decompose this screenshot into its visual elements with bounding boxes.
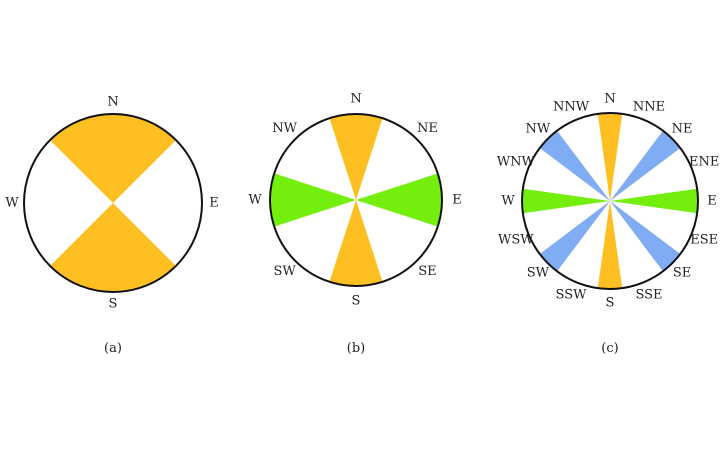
rose-c-label-sse: SSE — [635, 288, 662, 303]
rose-b-sector-w — [270, 173, 356, 227]
rose-c-label-sw: SW — [527, 266, 550, 281]
rose-b-sector-s — [329, 200, 383, 287]
rose-b: N NE E SE S SW W NW — [248, 92, 461, 309]
rose-c-label-nne: NNE — [633, 99, 665, 114]
rose-c-label-se: SE — [673, 266, 691, 281]
rose-c-outline — [521, 112, 699, 290]
rose-c-label-nnw: NNW — [553, 99, 590, 114]
rose-c-label-w: W — [501, 194, 515, 209]
rose-c-label-ene: ENE — [689, 155, 719, 170]
rose-a-outline — [23, 113, 203, 293]
rose-b-sector-n — [329, 113, 383, 200]
rose-a-label-e: E — [209, 196, 219, 211]
rose-c-label-n: N — [604, 92, 615, 107]
rose-b-sector-e — [356, 173, 443, 227]
rose-a-label-w: W — [5, 196, 19, 211]
caption-a: (a) — [104, 341, 122, 356]
rose-c-sector-se — [610, 201, 681, 272]
rose-c-label-s: S — [606, 296, 615, 311]
rose-c-label-ne: NE — [672, 121, 693, 136]
rose-c-label-nw: NW — [526, 121, 551, 136]
rose-c-sector-sw — [539, 201, 610, 272]
caption-c: (c) — [601, 341, 618, 356]
rose-c-label-ssw: SSW — [556, 288, 588, 303]
rose-b-label-ne: NE — [417, 121, 438, 136]
caption-b: (b) — [347, 341, 365, 356]
rose-b-label-s: S — [352, 294, 361, 309]
rose-b-label-n: N — [350, 92, 361, 107]
rose-c-label-e: E — [707, 194, 717, 209]
rose-b-label-e: E — [452, 193, 462, 208]
rose-c-label-wsw: WSW — [498, 233, 534, 248]
rose-c-sector-ne — [610, 130, 681, 201]
rose-a-sector-s — [50, 203, 176, 292]
rose-b-label-w: W — [248, 193, 262, 208]
rose-a-label-n: N — [107, 95, 118, 110]
rose-b-label-sw: SW — [273, 264, 296, 279]
rose-c-sector-s — [597, 201, 623, 290]
rose-c-label-wnw: WNW — [497, 155, 536, 170]
rose-c-sector-e — [610, 188, 699, 214]
rose-b-label-nw: NW — [272, 121, 297, 136]
rose-b-label-se: SE — [418, 264, 436, 279]
rose-a: N E S W — [5, 95, 218, 312]
rose-c-sector-w — [522, 188, 610, 214]
rose-a-sector-n — [50, 113, 176, 203]
rose-b-outline — [269, 113, 443, 287]
rose-a-label-s: S — [109, 297, 118, 312]
rose-c-label-ese: ESE — [690, 233, 718, 248]
rose-c-sector-n — [597, 113, 623, 201]
rose-c-sector-nw — [539, 130, 610, 201]
